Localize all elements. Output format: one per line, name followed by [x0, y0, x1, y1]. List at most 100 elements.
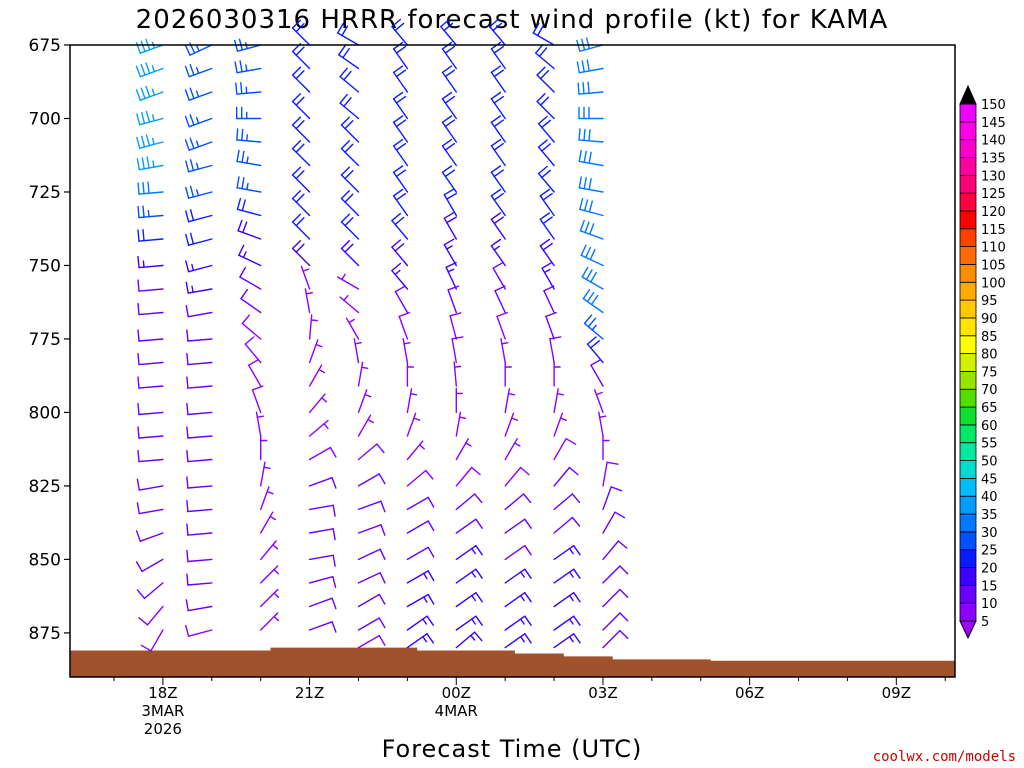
- barb-feather: [493, 119, 504, 128]
- barb-feather: [251, 385, 264, 391]
- barb-feather: [619, 612, 629, 622]
- barb-feather: [446, 192, 457, 200]
- barb-feather: [135, 530, 142, 542]
- barb-staff: [391, 25, 409, 46]
- barb-feather: [136, 478, 141, 491]
- barb-staff: [392, 121, 409, 143]
- colorbar-swatch: [959, 139, 977, 158]
- barb-feather: [494, 285, 506, 292]
- barb-profile-18Z: [135, 38, 164, 652]
- wind-barb: [135, 38, 164, 54]
- barb-feather: [145, 85, 151, 98]
- wind-barb: [136, 502, 164, 515]
- barb-feather: [295, 46, 305, 56]
- barb-feather: [189, 137, 195, 150]
- barb-staff: [291, 147, 311, 167]
- wind-barb: [251, 385, 264, 414]
- x-tick-label: 2026: [144, 720, 182, 738]
- barb-feather: [186, 499, 189, 513]
- wind-barb: [241, 314, 262, 340]
- barb-half-feather: [323, 423, 329, 430]
- barb-staff: [553, 466, 571, 487]
- colorbar-swatch: [959, 477, 977, 497]
- barb-staff: [339, 296, 360, 314]
- barb-half-feather: [447, 268, 455, 273]
- barb-feather: [137, 279, 140, 292]
- barb-feather: [586, 291, 595, 303]
- barb-feather: [235, 82, 238, 95]
- barb-profile-03Z: [576, 37, 629, 649]
- wind-barb: [308, 393, 328, 414]
- colorbar-swatch: [959, 192, 977, 212]
- barb-staff: [260, 511, 274, 534]
- wind-barb: [406, 496, 435, 511]
- wind-barb: [338, 45, 360, 70]
- barb-feather: [441, 91, 453, 100]
- barb-staff: [406, 633, 428, 649]
- barb-feather: [236, 197, 242, 211]
- wind-barb: [239, 266, 262, 290]
- barb-feather: [137, 302, 140, 316]
- wind-barb: [308, 621, 337, 633]
- barb-staff: [357, 361, 364, 387]
- barb-staff: [308, 504, 334, 511]
- barb-feather: [588, 129, 591, 142]
- colorbar-swatch: [959, 460, 977, 479]
- barb-feather: [236, 176, 240, 189]
- barb-feather: [490, 115, 502, 124]
- barb-feather: [238, 244, 245, 257]
- wind-barb: [578, 128, 604, 143]
- wind-barb: [602, 565, 629, 584]
- barb-feather: [444, 45, 456, 54]
- barb-staff: [392, 145, 409, 167]
- barb-feather: [240, 289, 249, 300]
- barb-feather: [398, 311, 411, 318]
- wind-barb: [308, 504, 336, 517]
- wind-barb: [247, 359, 262, 387]
- barb-staff: [340, 147, 360, 167]
- wind-barb: [137, 352, 164, 366]
- barb-staff: [455, 568, 477, 584]
- barb-feather: [137, 426, 140, 439]
- barb-half-feather: [343, 295, 349, 301]
- wind-barb: [504, 361, 512, 387]
- wind-barb: [337, 273, 360, 290]
- barb-feather: [585, 37, 591, 50]
- barb-feather: [524, 615, 532, 626]
- wind-barb: [545, 311, 557, 340]
- barb-staff: [578, 91, 604, 95]
- wind-barb: [504, 633, 532, 649]
- barb-feather: [536, 66, 546, 76]
- barb-half-feather: [321, 397, 328, 403]
- wind-barb: [602, 461, 619, 487]
- wind-barb: [406, 546, 435, 561]
- barb-feather: [444, 95, 456, 104]
- wind-barb: [602, 540, 628, 561]
- wind-barb: [340, 213, 360, 240]
- barb-feather: [541, 169, 551, 179]
- barb-feather: [184, 44, 191, 56]
- barb-feather: [242, 221, 248, 234]
- barb-feather: [145, 134, 151, 147]
- barb-feather: [135, 561, 143, 573]
- barb-half-feather: [256, 415, 264, 418]
- barb-staff: [406, 570, 429, 584]
- barb-half-feather: [394, 269, 401, 276]
- wind-barb: [602, 629, 629, 649]
- barb-feather: [565, 438, 577, 445]
- barb-half-feather: [507, 393, 516, 396]
- colorbar-swatch: [959, 584, 977, 604]
- barb-feather: [186, 573, 189, 586]
- x-tick-label: 21Z: [295, 684, 324, 702]
- barb-feather: [138, 617, 149, 626]
- wind-barb: [240, 289, 262, 314]
- barb-staff: [340, 174, 360, 193]
- wind-barb: [553, 361, 561, 387]
- colorbar-label: 115: [981, 223, 1006, 238]
- wind-barb: [406, 361, 415, 387]
- barb-feather: [295, 243, 305, 253]
- barb-feather: [344, 120, 354, 130]
- barb-feather: [185, 281, 189, 294]
- barb-staff: [492, 267, 506, 290]
- barb-half-feather: [446, 245, 453, 250]
